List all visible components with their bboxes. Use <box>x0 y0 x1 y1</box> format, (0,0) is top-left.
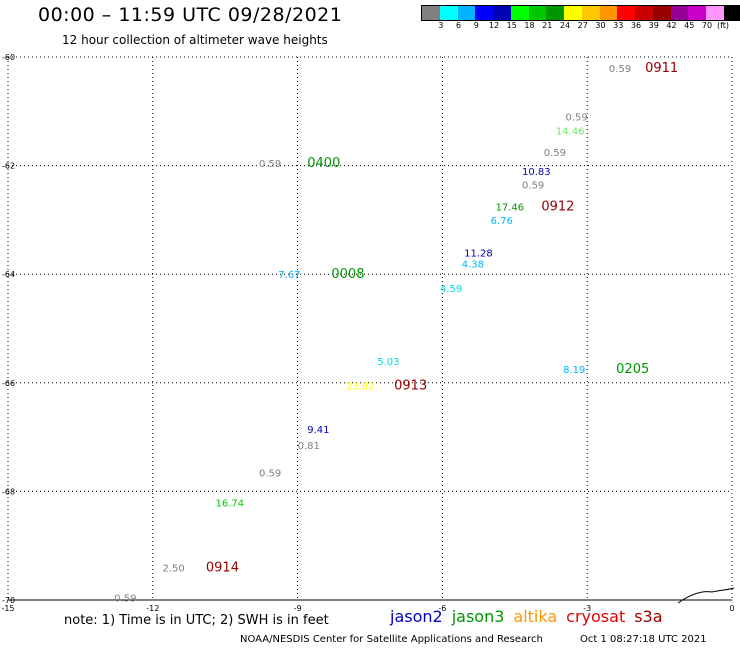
wave-height-value: 4.38 <box>462 259 484 270</box>
x-tick-label: -15 <box>1 604 14 613</box>
color-scale-ticks: 3 6 9 12 15 18 21 24 27 30 33 36 39 42 45 70 (ft) <box>421 21 731 33</box>
satellite-s3a: s3a <box>634 607 663 626</box>
wave-height-value: 11.28 <box>464 248 493 259</box>
legend-tick-label: 39 <box>648 21 659 30</box>
y-tick-label: -66 <box>2 379 15 388</box>
x-tick-label: -6 <box>438 604 446 613</box>
legend-swatch <box>635 6 653 20</box>
legend-swatch <box>564 6 582 20</box>
legend-swatch <box>439 6 458 20</box>
page-title: 00:00 – 11:59 UTC 09/28/2021 <box>38 4 343 26</box>
wave-height-value: 0.81 <box>298 441 320 452</box>
legend-tick-label: 36 <box>630 21 642 30</box>
legend-tick-label: 24 <box>559 21 571 30</box>
satellite-cryosat: cryosat <box>566 607 626 626</box>
wave-height-value: 0.59 <box>565 113 587 124</box>
legend-swatch <box>581 6 600 20</box>
legend-tick-label: 6 <box>455 21 462 30</box>
coastline <box>677 587 735 604</box>
legend-swatch <box>723 6 740 20</box>
pass-time-label: 0913 <box>394 379 427 394</box>
map-grid <box>7 56 733 601</box>
wave-height-value: 7.67 <box>278 270 300 281</box>
legend-tick-label: 12 <box>488 21 500 30</box>
wave-height-value: 10.83 <box>522 167 551 178</box>
wave-height-value: 0.59 <box>609 64 631 75</box>
legend-tick-label: 42 <box>666 21 677 30</box>
map-axes: -15 -12 -9 -6 -3 0 -60 -62 -64 -66 -68 -70 <box>1 53 734 613</box>
legend-swatch <box>528 6 547 20</box>
legend-tick-label: 70 <box>701 21 713 30</box>
legend-tick-label: 3 <box>438 21 444 30</box>
satellite-jason3: jason3 <box>451 607 505 626</box>
wave-height-value: 0.59 <box>259 159 281 170</box>
legend-tick-label: 18 <box>524 21 535 30</box>
wave-height-value: 5.03 <box>377 357 399 368</box>
legend-swatch <box>457 6 476 20</box>
wave-height-value: 0.59 <box>259 468 281 479</box>
wave-height-value: 17.46 <box>495 202 524 213</box>
x-tick-label: -3 <box>583 604 591 613</box>
legend-tick-label: 27 <box>577 21 588 30</box>
wave-height-value: 0.59 <box>522 181 544 192</box>
pass-time-label: 0912 <box>541 199 574 214</box>
wave-height-value: 4.59 <box>440 284 462 295</box>
satellite-legend: jason2 jason3 altika cryosat s3a <box>390 607 672 626</box>
legend-unit: (ft) <box>716 21 730 30</box>
legend-tick-label: 30 <box>595 21 606 30</box>
legend-tick-label: 21 <box>542 21 553 30</box>
legend-swatch <box>510 6 529 20</box>
wave-height-value: 8.19 <box>563 365 585 376</box>
wave-height-value: 23.82 <box>346 382 375 393</box>
page-subtitle: 12 hour collection of altimeter wave hei… <box>62 33 328 47</box>
pass-time-label: 0911 <box>645 61 678 76</box>
satellite-jason2: jason2 <box>390 607 443 626</box>
x-tick-label: -12 <box>146 604 159 613</box>
credit-line: NOAA/NESDIS Center for Satellite Applica… <box>240 634 543 645</box>
legend-swatch <box>546 6 564 20</box>
legend-swatch <box>475 6 493 20</box>
pass-time-label: 0008 <box>331 267 364 282</box>
legend-swatch <box>493 6 511 20</box>
wave-height-value: 0.59 <box>544 148 566 159</box>
legend-tick-label: 15 <box>506 21 517 30</box>
pass-time-label: 0400 <box>307 156 340 171</box>
y-tick-label: -70 <box>2 596 15 605</box>
wave-height-value: 9.41 <box>307 425 329 436</box>
x-tick-label: 0 <box>729 604 734 613</box>
y-tick-label: -60 <box>2 53 15 62</box>
legend-swatch <box>422 6 440 20</box>
legend-swatch <box>599 6 618 20</box>
wave-height-value: 2.50 <box>162 563 184 574</box>
x-tick-label: -9 <box>294 604 302 613</box>
wave-height-readings: 0.59 0911 0.59 14.46 0.59 10.83 0.59 17.46 0912 6… <box>114 61 678 604</box>
y-tick-label: -68 <box>2 487 15 496</box>
wave-height-value: 6.76 <box>491 216 513 227</box>
y-tick-label: -64 <box>2 270 15 279</box>
legend-swatch <box>617 6 635 20</box>
wave-height-value: 0.59 <box>114 593 136 604</box>
satellite-altika: altika <box>513 607 558 626</box>
wave-height-value: 14.46 <box>556 126 585 137</box>
y-tick-label: -62 <box>2 162 15 171</box>
legend-swatch <box>688 6 706 20</box>
legend-swatch <box>670 6 689 20</box>
legend-tick-label: 33 <box>613 21 624 30</box>
pass-time-label: 0914 <box>206 560 239 575</box>
legend-swatch <box>652 6 671 20</box>
legend-tick-label: 9 <box>473 21 479 30</box>
legend-swatch <box>706 6 724 20</box>
color-scale-legend <box>421 5 740 21</box>
wave-height-value: 16.74 <box>216 498 245 509</box>
footer-note: note: 1) Time is in UTC; 2) SWH is in fe… <box>64 613 329 628</box>
generated-timestamp: Oct 1 08:27:18 UTC 2021 <box>580 634 707 645</box>
pass-time-label: 0205 <box>616 362 649 377</box>
legend-tick-label: 45 <box>684 21 695 30</box>
